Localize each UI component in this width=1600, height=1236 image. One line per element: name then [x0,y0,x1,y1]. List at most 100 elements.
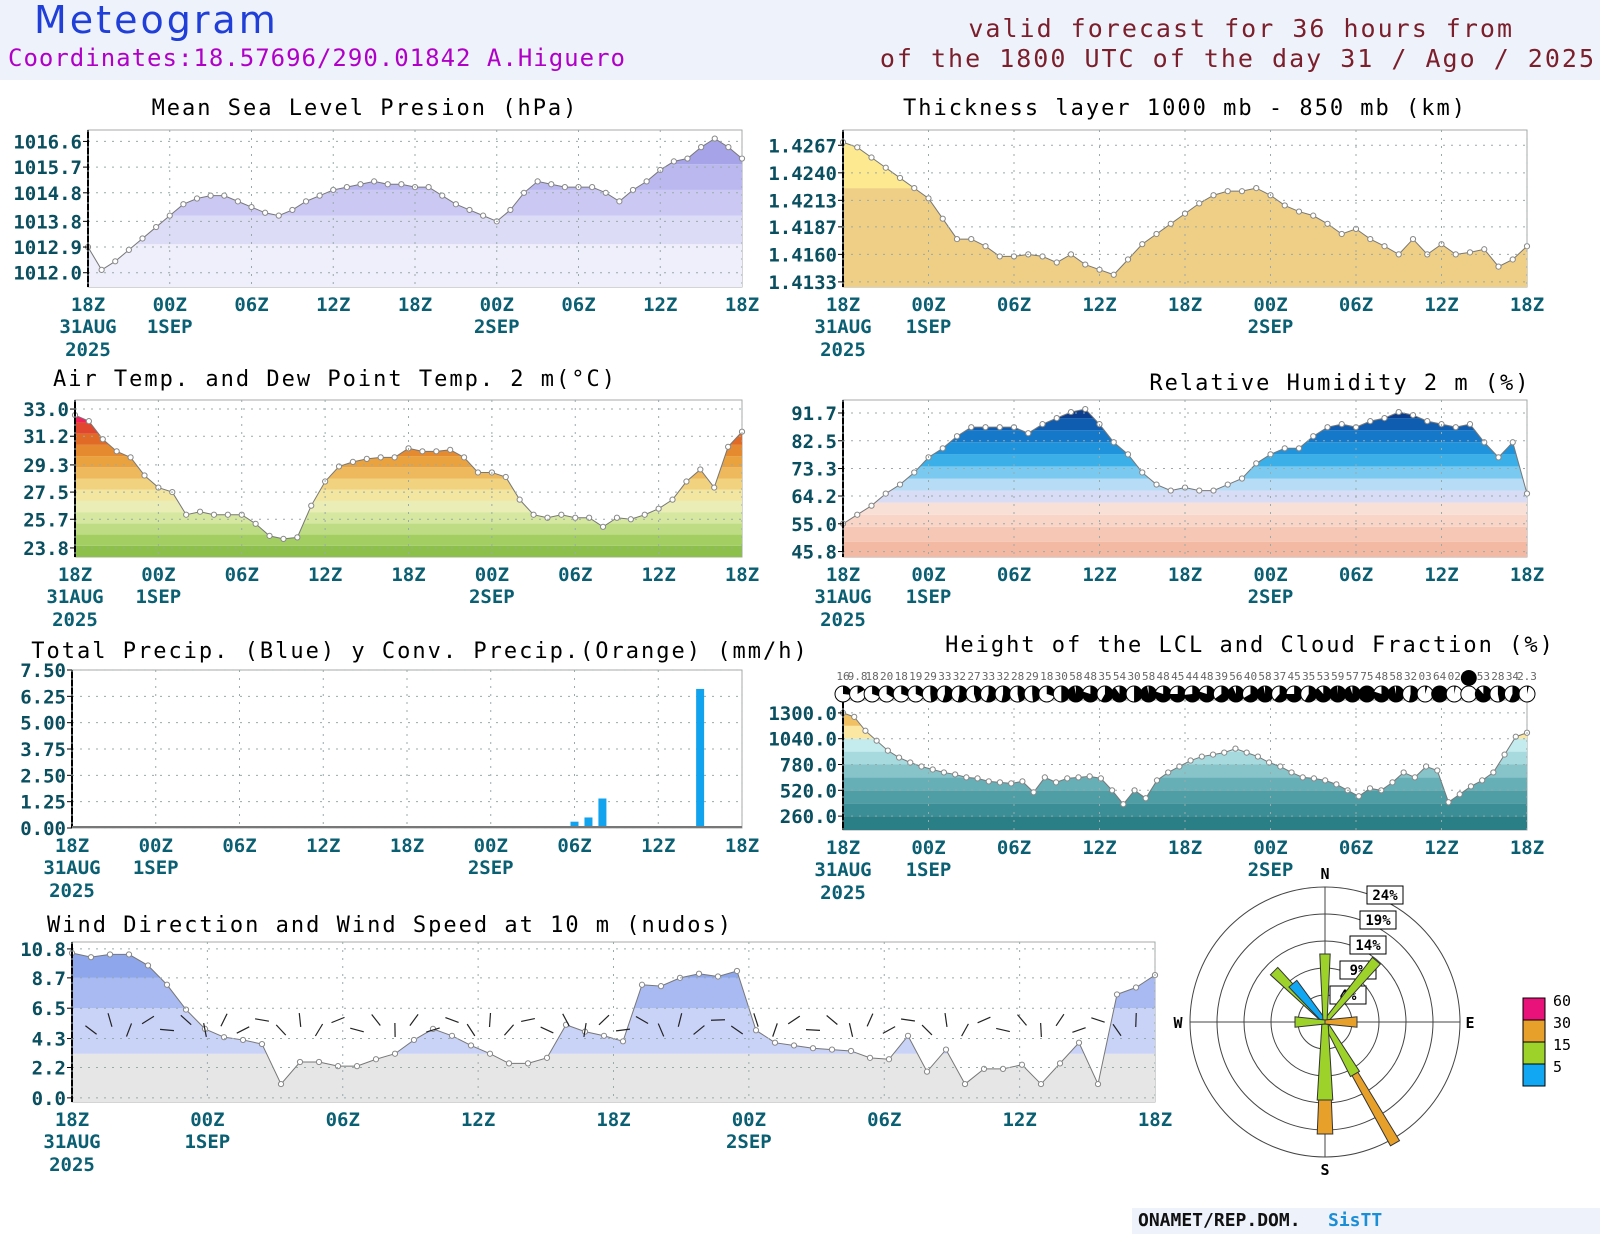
precip-xtick-label: 18Z [390,835,424,857]
rh-point [1139,469,1146,476]
lcl-point [1310,775,1318,782]
temp-xtick-label: 00Z [141,564,175,586]
lcl-xtick-label: 12Z [1082,837,1116,859]
wind-ytick-label: 8.7 [32,968,66,990]
lcl-point [1434,767,1441,774]
rh-xtick-label: 06Z [997,564,1031,586]
lcl-point [1209,751,1217,758]
wind-point [1094,1080,1102,1088]
temp-ytick-label: 29.3 [23,455,69,477]
temp-date-label: 2025 [52,609,98,631]
mslp-point [153,223,160,231]
wind-barb [350,1027,364,1033]
mslp-point [507,206,514,214]
temp-date-label: 1SEP [135,586,181,608]
cloud-fraction-label: 29 [924,670,937,683]
wind-xtick-label: 00Z [190,1109,224,1131]
wind-xtick-label: 18Z [596,1109,630,1131]
mslp-xtick-label: 06Z [561,294,595,316]
lcl-point [1030,789,1037,796]
lcl-point [1378,787,1385,794]
wind-barb [141,1015,155,1025]
mslp-xtick-label: 00Z [153,294,187,316]
precip-ytick-label: 3.75 [20,739,66,761]
wind-barb [275,1024,287,1036]
cloud-fraction-label: 58 [1069,670,1082,683]
precip-bar [598,798,607,828]
lcl-point [929,766,936,773]
wind-barb [693,1025,705,1035]
lcl-point [1411,774,1418,781]
precip-ytick-label: 1.25 [20,792,66,814]
temp-point [474,469,482,476]
precip-ytick-label: 6.25 [20,686,66,708]
rh-xtick-label: 00Z [911,564,945,586]
temp-xtick-label: 12Z [308,564,342,586]
wind-date-label: 2025 [49,1154,95,1176]
rh-point [1153,481,1160,488]
thickness-date-label: 1SEP [906,316,952,338]
rh-xtick-label: 18Z [1510,564,1544,586]
windrose-legend-swatch [1522,1063,1546,1087]
wind-point [296,1058,304,1066]
cloud-fraction-label: 48 [1375,670,1388,683]
thickness-point [1139,241,1146,248]
temp-point [502,473,509,481]
lcl-date-label: 31AUG [814,859,871,881]
wind-point [885,1056,893,1063]
mslp-point [289,206,296,214]
wind-xtick-label: 18Z [55,1109,89,1131]
temp-point [516,496,523,503]
lcl-ytick-label: 1300.0 [768,703,837,725]
lcl-point [1097,775,1105,782]
rh-point [1067,408,1075,416]
wind-point [87,954,95,961]
lcl-xtick-label: 00Z [1253,837,1287,859]
cloud-fraction-label: 20 [880,670,893,683]
mslp-point [643,178,650,185]
wind-xtick-label: 06Z [326,1109,360,1131]
thickness-point [1338,230,1345,238]
thickness-point [1110,271,1117,278]
temp-point [725,443,732,450]
wind-barb [521,1017,535,1023]
temp-point [711,484,718,491]
lcl-point [1265,759,1273,766]
temp-date-label: 31AUG [46,586,103,608]
wind-barb [805,1029,821,1031]
thickness-point [1039,253,1046,260]
wind-point [1037,1080,1045,1088]
mslp-point [738,155,746,162]
rh-point [1466,421,1474,428]
lcl-point [1299,774,1306,781]
cloud-fraction-label: 18 [895,670,908,683]
rh-point [996,424,1003,431]
cloud-fraction-label: 53 [1477,670,1490,683]
temp-ytick-label: 33.0 [23,399,69,421]
cloud-fraction-label: 02 [1448,670,1461,683]
cloud-fraction-label: 32 [953,670,966,683]
cloud-fraction-label: 40 [1244,670,1257,683]
cloud-fraction-label: 75 [1360,670,1373,683]
precip-date-label: 2025 [49,880,95,902]
wind-point [790,1042,798,1049]
rh-point [1523,490,1531,497]
lcl-point [1490,769,1497,776]
wind-barb [772,1023,778,1037]
wind-barb [900,1018,916,1022]
precip-ytick-label: 0.00 [20,818,66,840]
wind-barb [331,1016,345,1024]
thickness-point [1124,256,1132,263]
lcl-point [985,778,992,785]
lcl-point [1355,793,1362,800]
wind-title: Wind Direction and Wind Speed at 10 m (n… [47,913,733,938]
cloud-fraction-label: 30 [1127,670,1140,683]
lcl-point [1064,775,1071,782]
thickness-point [982,243,989,250]
wind-barb [180,1014,192,1026]
wind-barb [977,1016,991,1024]
cloud-fraction-label: 58 [1389,670,1402,683]
mslp-point [520,189,528,196]
wind-barb [298,1012,302,1028]
precip-xtick-label: 18Z [725,835,759,857]
